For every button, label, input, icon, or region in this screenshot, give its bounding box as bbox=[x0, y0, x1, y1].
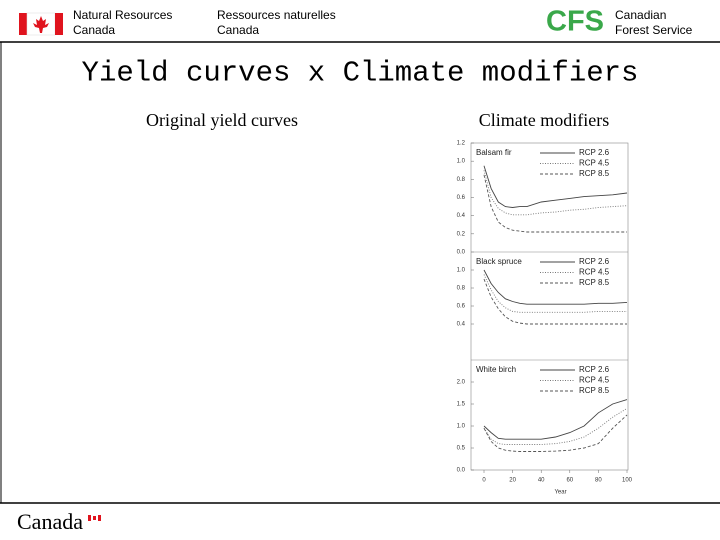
series-line bbox=[483, 408, 628, 445]
y-tick-label: 0.2 bbox=[457, 231, 466, 237]
x-tick-label: 100 bbox=[622, 478, 633, 484]
series-line bbox=[483, 414, 628, 452]
legend-label: RCP 2.6 bbox=[579, 148, 610, 157]
y-tick-label: 0.6 bbox=[457, 304, 466, 310]
legend-label: RCP 8.5 bbox=[579, 169, 610, 178]
legend-label: RCP 4.5 bbox=[579, 268, 610, 277]
panel-title: Balsam fir bbox=[476, 148, 512, 157]
y-tick-label: 1.5 bbox=[457, 402, 466, 408]
y-tick-label: 1.2 bbox=[457, 141, 466, 147]
y-tick-label: 0.6 bbox=[457, 195, 466, 201]
y-tick-label: 0.8 bbox=[457, 286, 466, 292]
cfs-logo: CFS bbox=[546, 6, 604, 38]
nrcan-fr-2: Canada bbox=[217, 23, 259, 37]
legend-label: RCP 4.5 bbox=[579, 159, 610, 168]
footer-wordmark: Canada bbox=[17, 509, 83, 534]
x-tick-label: 60 bbox=[566, 478, 573, 484]
series-line bbox=[483, 174, 627, 233]
wordmark-flag bbox=[88, 515, 101, 521]
left-caption: Original yield curves bbox=[146, 110, 298, 130]
y-tick-label: 0.4 bbox=[457, 322, 466, 328]
nrcan-en-1: Natural Resources bbox=[73, 8, 172, 22]
x-tick-label: 20 bbox=[509, 478, 516, 484]
panel-title: White birch bbox=[476, 365, 516, 374]
series-line bbox=[483, 399, 628, 440]
panel-title: Black spruce bbox=[476, 257, 522, 266]
y-tick-label: 0.5 bbox=[457, 446, 466, 452]
cfs-name-1: Canadian bbox=[615, 8, 666, 22]
legend-label: RCP 4.5 bbox=[579, 376, 610, 385]
x-axis-label: Year bbox=[554, 490, 566, 496]
y-tick-label: 1.0 bbox=[457, 159, 466, 165]
y-tick-label: 0.0 bbox=[457, 468, 466, 474]
y-tick-label: 0.4 bbox=[457, 213, 466, 219]
y-tick-label: 1.0 bbox=[457, 268, 466, 274]
nrcan-en-2: Canada bbox=[73, 23, 115, 37]
series-line bbox=[483, 278, 627, 325]
canada-flag bbox=[19, 12, 63, 36]
series-line bbox=[483, 269, 628, 305]
y-tick-label: 0.0 bbox=[457, 250, 466, 256]
right-caption: Climate modifiers bbox=[479, 110, 609, 130]
series-line bbox=[483, 170, 628, 216]
legend-label: RCP 8.5 bbox=[579, 386, 610, 395]
series-line bbox=[483, 165, 628, 208]
x-tick-label: 40 bbox=[538, 478, 545, 484]
cfs-name-2: Forest Service bbox=[615, 23, 693, 37]
x-tick-label: 80 bbox=[595, 478, 602, 484]
nrcan-fr-1: Ressources naturelles bbox=[217, 8, 336, 22]
y-tick-label: 0.8 bbox=[457, 177, 466, 183]
legend-label: RCP 2.6 bbox=[579, 257, 610, 266]
slide-title: Yield curves x Climate modifiers bbox=[82, 57, 639, 90]
legend-label: RCP 8.5 bbox=[579, 278, 610, 287]
figure-frame bbox=[470, 142, 629, 471]
y-tick-label: 1.0 bbox=[457, 424, 466, 430]
legend-label: RCP 2.6 bbox=[579, 365, 610, 374]
x-tick-label: 0 bbox=[482, 478, 486, 484]
y-tick-label: 2.0 bbox=[457, 380, 466, 386]
